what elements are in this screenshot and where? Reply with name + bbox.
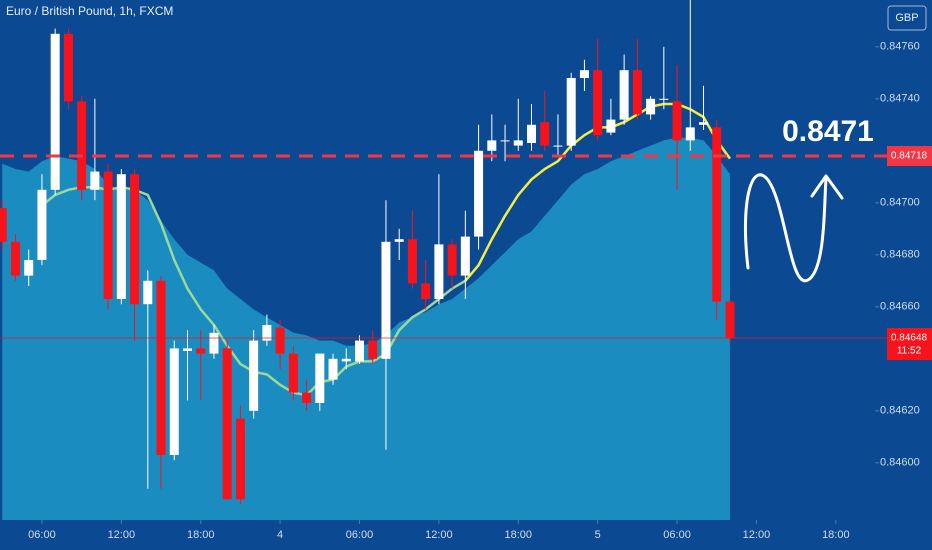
candle-body xyxy=(196,348,206,354)
y-tick-label: 0.84740 xyxy=(880,93,920,105)
last-price-box xyxy=(887,328,932,360)
candle-body xyxy=(209,332,219,354)
candle-body xyxy=(50,33,60,190)
candle-body xyxy=(169,348,179,455)
x-tick-label: 12:00 xyxy=(743,529,771,541)
area xyxy=(2,137,730,521)
candle-body xyxy=(0,208,7,242)
candle-body xyxy=(566,78,576,146)
candle-body xyxy=(156,280,166,455)
candle-body xyxy=(712,127,722,302)
candle-body xyxy=(407,239,417,284)
level-label: 0.84718 xyxy=(891,151,928,162)
candle-body xyxy=(527,124,537,143)
x-tick-label: 12:00 xyxy=(108,529,136,541)
candle-body xyxy=(487,140,497,151)
candle-body xyxy=(262,325,272,341)
arrow-head xyxy=(810,174,844,200)
candle-body xyxy=(685,127,695,141)
annotation: 0.8471 xyxy=(782,115,874,148)
candle-body xyxy=(500,140,510,142)
candle-body xyxy=(103,171,113,299)
candle-body xyxy=(368,340,378,359)
x-tick-label: 12:00 xyxy=(425,529,453,541)
x-tick-label: 06:00 xyxy=(663,529,691,541)
candle-body xyxy=(130,174,140,305)
candle-body xyxy=(341,358,351,362)
candle-body xyxy=(672,101,682,141)
candle-body xyxy=(540,122,550,146)
candle-body xyxy=(328,358,338,380)
candle-body xyxy=(394,239,404,242)
candle-body xyxy=(474,150,484,237)
candle-body xyxy=(90,171,100,190)
x-tick-label: 06:00 xyxy=(28,529,56,541)
candle-body xyxy=(355,340,365,362)
currency-box[interactable] xyxy=(887,5,927,31)
candle-body xyxy=(646,98,656,115)
candle-body xyxy=(434,244,444,299)
candle-body xyxy=(288,353,298,393)
candle-body xyxy=(699,122,709,125)
candle-body xyxy=(725,301,735,338)
candle-body xyxy=(143,280,153,305)
candle-body xyxy=(513,140,523,146)
candle-body xyxy=(460,236,470,276)
candle-body xyxy=(593,70,603,136)
candle-body xyxy=(606,119,616,133)
candle-body xyxy=(579,70,589,78)
arrow xyxy=(744,173,828,283)
candle-body xyxy=(659,98,669,100)
candle-body xyxy=(632,70,642,115)
x-tick-label: 18:00 xyxy=(822,529,850,541)
chart-title: Euro / British Pound, 1h, FXCM xyxy=(6,4,173,18)
y-tick-label: 0.84600 xyxy=(880,457,920,469)
x-tick-label: 18:00 xyxy=(187,529,215,541)
y-tick-label: 0.84760 xyxy=(880,41,920,53)
y-tick-label: 0.84620 xyxy=(880,405,920,417)
candle-body xyxy=(421,283,431,299)
candle-body xyxy=(553,145,563,147)
y-tick-label: 0.84660 xyxy=(880,301,920,313)
candle-body xyxy=(10,241,20,276)
x-tick-label: 18:00 xyxy=(505,529,533,541)
candle-body xyxy=(447,244,457,276)
candle-body xyxy=(235,418,245,500)
candle-body xyxy=(619,70,629,120)
candle-body xyxy=(275,327,285,354)
candle-body xyxy=(315,353,325,403)
last-price-label: 0.84648 xyxy=(891,333,928,344)
y-tick-label: 0.84700 xyxy=(880,197,920,209)
candle-body xyxy=(63,33,73,102)
candle-body xyxy=(302,392,312,403)
level-label-box xyxy=(887,146,932,166)
candle-body xyxy=(249,340,259,411)
x-tick-label: 5 xyxy=(595,529,601,541)
currency[interactable]: GBP xyxy=(895,12,918,24)
plot-area xyxy=(0,0,735,521)
x-tick-label: 06:00 xyxy=(346,529,374,541)
candle-body xyxy=(116,174,126,299)
candle-body xyxy=(381,241,391,359)
x-tick-label: 4 xyxy=(277,529,283,541)
candle-body xyxy=(222,348,232,500)
candle-body xyxy=(182,348,192,351)
y-tick-label: 0.84680 xyxy=(880,249,920,261)
countdown: 11:52 xyxy=(897,346,922,357)
candle-body xyxy=(77,101,87,190)
candle-body xyxy=(37,189,47,260)
candle-body xyxy=(24,260,34,276)
